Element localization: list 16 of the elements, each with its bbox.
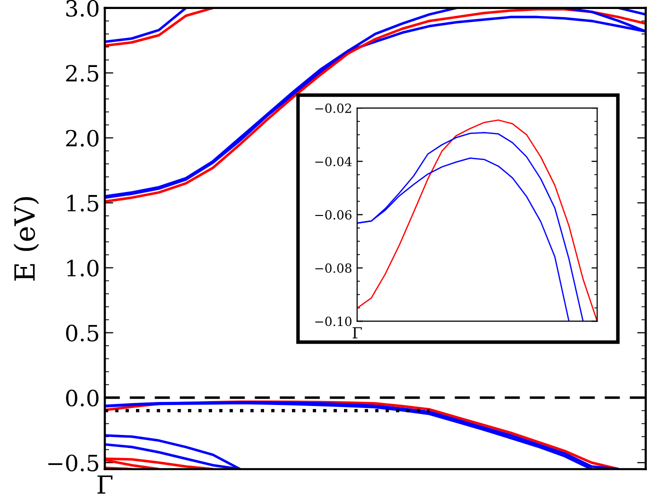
y-tick-label: 2.0 — [66, 130, 98, 147]
x-tick-label: Γ — [352, 327, 362, 338]
y-tick-label: 0.5 — [66, 324, 98, 342]
y-tick-label: 3.0 — [66, 0, 98, 17]
y-tick-label: −0.02 — [315, 104, 352, 113]
y-tick-label: 0.0 — [66, 390, 98, 406]
y-tick-label: −0.10 — [315, 316, 352, 326]
y-axis-title: E (eV) — [14, 197, 39, 281]
y-tick-label: −0.04 — [315, 156, 352, 166]
y-tick-label: −0.5 — [48, 454, 98, 472]
x-tick-label: Γ — [98, 475, 112, 494]
y-tick-label: 1.0 — [67, 260, 98, 277]
y-tick-label: −0.06 — [315, 210, 352, 220]
y-tick-label: 1.5 — [67, 194, 98, 212]
y-tick-label: 2.5 — [66, 64, 98, 82]
y-tick-label: −0.08 — [315, 263, 352, 273]
